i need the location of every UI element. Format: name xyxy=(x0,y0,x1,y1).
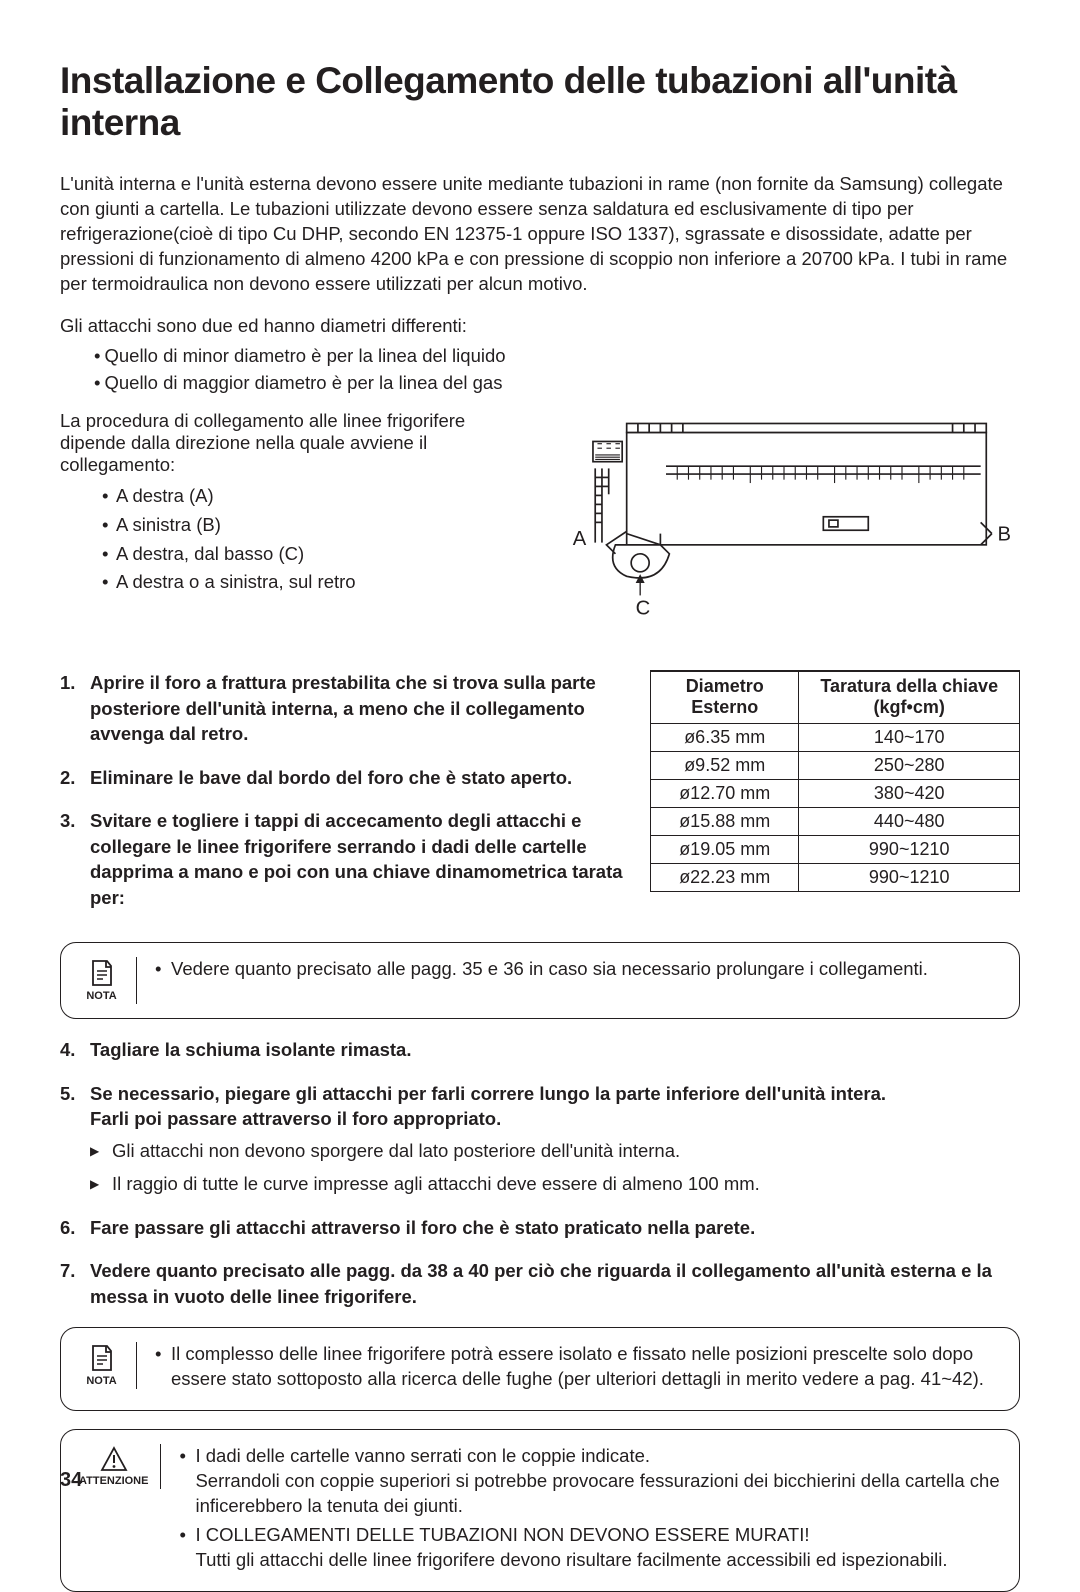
nota-text: Vedere quanto precisato alle pagg. 35 e … xyxy=(155,957,1001,982)
note-icon xyxy=(89,959,115,987)
attenzione-callout: ATTENZIONE I dadi delle cartelle vanno s… xyxy=(60,1429,1020,1592)
list-item: I dadi delle cartelle vanno serrati con … xyxy=(179,1444,1001,1519)
table-cell: 990~1210 xyxy=(799,863,1020,891)
list-item: Quello di maggior diametro è per la line… xyxy=(94,370,1020,397)
diagram-label-c: C xyxy=(636,598,651,620)
list-item: A destra, dal basso (C) xyxy=(102,540,530,569)
procedura-intro: La procedura di collegamento alle linee … xyxy=(60,410,530,476)
note-icon xyxy=(89,1344,115,1372)
nota-text: Il complesso delle linee frigorifere pot… xyxy=(155,1342,1001,1392)
step-2: Eliminare le bave dal bordo del foro che… xyxy=(60,765,630,791)
intro-paragraph: L'unità interna e l'unità esterna devono… xyxy=(60,172,1020,297)
table-cell: ø9.52 mm xyxy=(651,751,799,779)
unit-diagram: A B C xyxy=(548,410,1020,640)
diagram-label-a: A xyxy=(573,528,587,550)
list-item: Quello di minor diametro è per la linea … xyxy=(94,343,1020,370)
step-1: Aprire il foro a frattura prestabilita c… xyxy=(60,670,630,747)
steps-list-1-3: Aprire il foro a frattura prestabilita c… xyxy=(60,670,630,910)
step-5-sublist: Gli attacchi non devono sporgere dal lat… xyxy=(90,1138,1020,1197)
table-header-torque: Taratura della chiave (kgf•cm) xyxy=(799,671,1020,723)
step-4: Tagliare la schiuma isolante rimasta. xyxy=(60,1037,1020,1063)
list-item: Il raggio di tutte le curve impresse agl… xyxy=(90,1171,1020,1197)
table-cell: ø22.23 mm xyxy=(651,863,799,891)
list-item: A sinistra (B) xyxy=(102,511,530,540)
attenzione-list: I dadi delle cartelle vanno serrati con … xyxy=(179,1444,1001,1577)
table-header-diameter: Diametro Esterno xyxy=(651,671,799,723)
table-cell: 990~1210 xyxy=(799,835,1020,863)
attenzione-label: ATTENZIONE xyxy=(79,1474,148,1489)
attacchi-list: Quello di minor diametro è per la linea … xyxy=(94,343,1020,397)
step-7: Vedere quanto precisato alle pagg. da 38… xyxy=(60,1258,1020,1309)
steps-list-4-5: Tagliare la schiuma isolante rimasta. Se… xyxy=(60,1037,1020,1197)
list-item: I COLLEGAMENTI DELLE TUBAZIONI NON DEVON… xyxy=(179,1523,1001,1573)
page-title: Installazione e Collegamento delle tubaz… xyxy=(60,60,1020,144)
nota-label: NOTA xyxy=(86,989,116,1004)
step-6: Fare passare gli attacchi attraverso il … xyxy=(60,1215,1020,1241)
step-5: Se necessario, piegare gli attacchi per … xyxy=(60,1081,1020,1197)
table-cell: ø15.88 mm xyxy=(651,807,799,835)
list-item: A destra o a sinistra, sul retro xyxy=(102,568,530,597)
warning-icon xyxy=(100,1446,128,1472)
direzioni-list: A destra (A) A sinistra (B) A destra, da… xyxy=(102,482,530,597)
table-cell: 140~170 xyxy=(799,723,1020,751)
nota-callout-2: NOTA Il complesso delle linee frigorifer… xyxy=(60,1327,1020,1411)
nota-callout-1: NOTA Vedere quanto precisato alle pagg. … xyxy=(60,942,1020,1019)
table-cell: ø12.70 mm xyxy=(651,779,799,807)
table-cell: 380~420 xyxy=(799,779,1020,807)
attacchi-intro: Gli attacchi sono due ed hanno diametri … xyxy=(60,315,1020,337)
page-number: 34 xyxy=(60,1469,82,1492)
diagram-label-b: B xyxy=(998,524,1011,546)
torque-table: Diametro Esterno Taratura della chiave (… xyxy=(650,670,1020,892)
table-cell: 440~480 xyxy=(799,807,1020,835)
list-item: Gli attacchi non devono sporgere dal lat… xyxy=(90,1138,1020,1164)
table-cell: 250~280 xyxy=(799,751,1020,779)
table-cell: ø19.05 mm xyxy=(651,835,799,863)
list-item: A destra (A) xyxy=(102,482,530,511)
step-3: Svitare e togliere i tappi di accecament… xyxy=(60,808,630,910)
steps-list-6-7: Fare passare gli attacchi attraverso il … xyxy=(60,1215,1020,1310)
nota-label: NOTA xyxy=(86,1374,116,1389)
table-cell: ø6.35 mm xyxy=(651,723,799,751)
